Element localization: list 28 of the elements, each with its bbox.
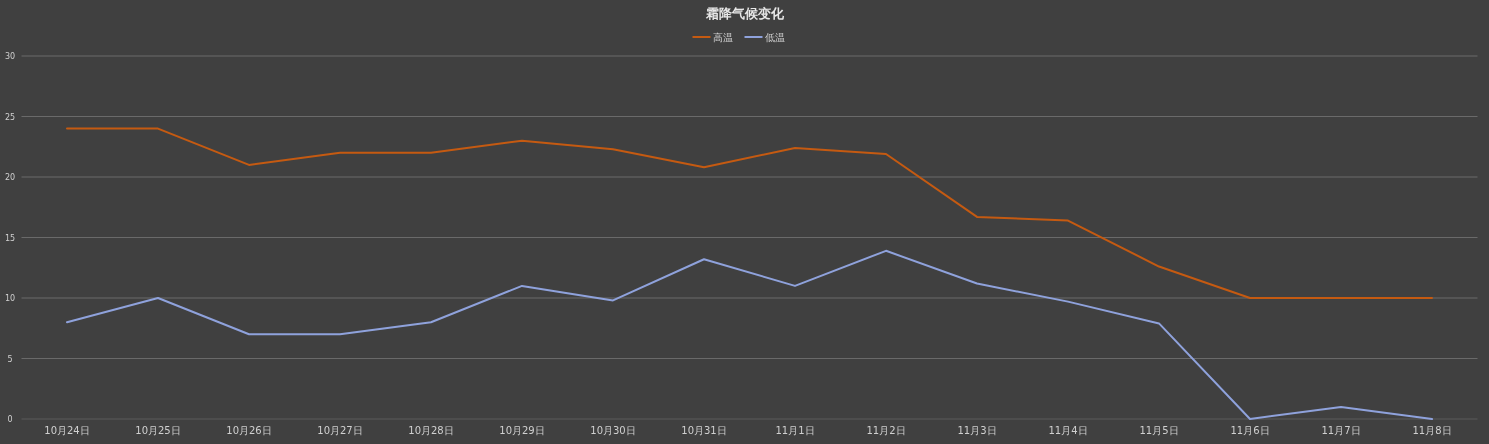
- y-tick-label: 10: [4, 294, 16, 303]
- x-tick-label: 11月4日: [1048, 425, 1088, 436]
- y-tick-label: 25: [4, 112, 16, 122]
- line-series: [66, 127, 1433, 299]
- chart-title: 霜降气候变化: [704, 6, 785, 21]
- x-tick-label: 10月28日: [408, 425, 454, 436]
- x-tick-label: 10月26日: [226, 425, 272, 436]
- x-tick-label: 11月3日: [957, 425, 997, 436]
- x-tick-label: 10月24日: [44, 425, 90, 436]
- y-tick-label: 30: [4, 52, 16, 61]
- x-tick-label: 11月6日: [1230, 425, 1270, 436]
- x-tick-label: 10月31日: [681, 425, 727, 436]
- y-tick-label: 5: [7, 354, 13, 364]
- x-tick-label: 11月2日: [866, 425, 906, 436]
- x-tick-label: 10月29日: [499, 425, 545, 436]
- x-tick-label: 11月1日: [775, 425, 815, 436]
- x-tick-label: 10月25日: [135, 425, 181, 436]
- y-tick-label: 20: [4, 173, 16, 182]
- x-tick-label: 11月7日: [1321, 425, 1361, 436]
- legend-label: 低温: [764, 32, 785, 43]
- legend-label: 高温: [712, 32, 733, 43]
- x-tick-label: 10月27日: [317, 425, 363, 436]
- x-tick-label: 11月8日: [1412, 425, 1452, 436]
- line-series: [66, 249, 1433, 420]
- y-tick-label: 15: [4, 233, 16, 243]
- x-tick-label: 10月30日: [590, 425, 636, 436]
- y-tick-label: 0: [7, 415, 13, 424]
- x-tick-label: 11月5日: [1139, 425, 1179, 436]
